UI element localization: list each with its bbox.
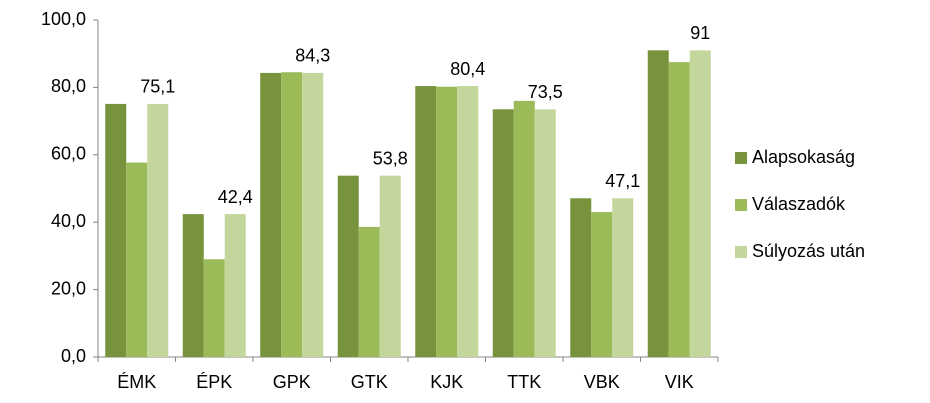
bar [182, 214, 204, 357]
y-tick-label: 20,0 [51, 278, 86, 298]
x-tick-label: GTK [351, 372, 388, 392]
bar [379, 175, 401, 357]
x-tick-label: VBK [584, 372, 620, 392]
bar [689, 50, 711, 358]
bar [337, 175, 359, 357]
data-label: 47,1 [605, 171, 640, 191]
y-tick-label: 100,0 [41, 9, 86, 29]
legend-swatch [735, 246, 747, 258]
bar [126, 162, 148, 357]
data-label: 42,4 [218, 187, 253, 207]
bar [492, 109, 514, 358]
data-label: 73,5 [528, 82, 563, 102]
bar [647, 50, 669, 358]
x-tick-label: ÉMK [117, 372, 156, 392]
y-tick-label: 40,0 [51, 211, 86, 231]
bar [260, 72, 282, 357]
bar [147, 103, 169, 358]
bar [668, 62, 690, 357]
x-tick-label: GPK [273, 372, 311, 392]
y-tick-label: 60,0 [51, 144, 86, 164]
bar [457, 86, 479, 357]
x-tick-label: VIK [665, 372, 694, 392]
data-label: 91 [690, 23, 710, 43]
legend-label: Alapsokaság [752, 147, 855, 167]
legend-swatch [735, 199, 747, 211]
y-tick-label: 80,0 [51, 76, 86, 96]
bar [203, 259, 225, 357]
x-tick-label: TTK [507, 372, 541, 392]
bar [358, 226, 380, 357]
bar [436, 86, 458, 357]
bar [513, 100, 535, 357]
bar [281, 72, 303, 358]
legend-swatch [735, 152, 747, 164]
bar [591, 212, 613, 357]
bar [302, 72, 324, 357]
bar [534, 109, 556, 358]
bar [612, 198, 634, 357]
x-tick-label: KJK [430, 372, 463, 392]
data-label: 53,8 [373, 148, 408, 168]
legend-label: Válaszadók [752, 194, 846, 214]
legend-label: Súlyozás után [752, 241, 865, 261]
data-label: 80,4 [450, 59, 485, 79]
bar [224, 214, 246, 357]
x-tick-label: ÉPK [196, 372, 232, 392]
data-label: 75,1 [140, 77, 175, 97]
bar [570, 198, 592, 357]
bar [415, 86, 437, 357]
bar [105, 103, 127, 358]
data-label: 84,3 [295, 46, 330, 66]
y-tick-label: 0,0 [61, 346, 86, 366]
